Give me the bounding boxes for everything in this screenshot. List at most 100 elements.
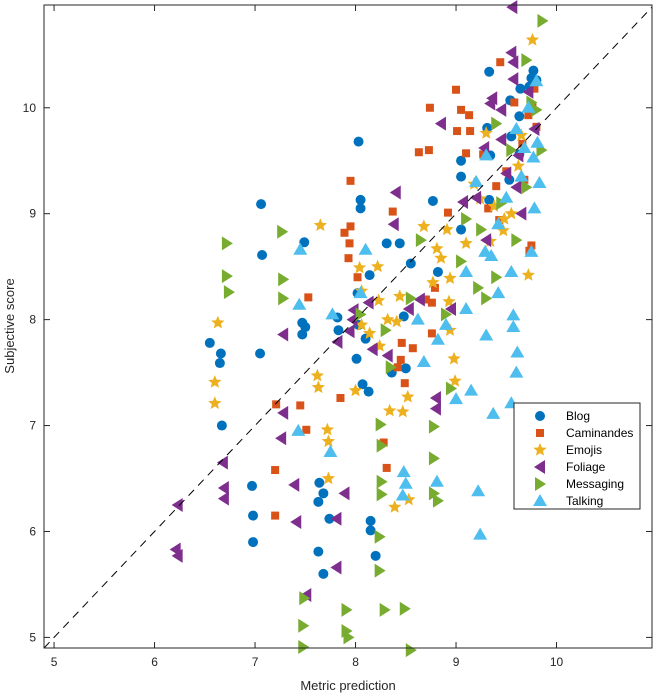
x-tick-label: 10: [550, 655, 564, 669]
data-point-blog: [427, 195, 438, 206]
legend-item-blog: Blog: [535, 409, 590, 423]
legend-marker-talking: [533, 494, 547, 506]
data-point-talking: [532, 175, 547, 188]
data-point-blog: [514, 111, 525, 122]
legend-label: Caminandes: [566, 426, 633, 440]
data-point-messaging: [496, 196, 508, 211]
data-point-talking: [486, 406, 501, 419]
data-point-messaging: [521, 180, 533, 195]
data-point-messaging: [221, 236, 233, 251]
data-point-messaging: [428, 486, 440, 501]
plot-box: [43, 4, 653, 649]
data-point-foliage: [480, 233, 492, 248]
data-point-talking: [510, 345, 525, 358]
data-point-blog: [515, 83, 526, 94]
data-point-messaging: [376, 474, 388, 489]
data-point-messaging: [473, 280, 485, 295]
data-point-emojis: [372, 293, 386, 307]
data-point-foliage: [495, 102, 507, 117]
data-point-blog: [333, 325, 344, 336]
y-tick-label: 10: [23, 101, 37, 115]
data-point-foliage: [381, 348, 393, 363]
x-tick-label: 8: [352, 655, 359, 669]
legend-label: Messaging: [566, 477, 624, 491]
data-point-caminandes: [346, 176, 355, 185]
data-point-caminandes: [271, 466, 280, 475]
data-point-blog: [256, 199, 267, 210]
data-point-messaging: [428, 451, 440, 466]
x-tick-label: 9: [453, 655, 460, 669]
data-point-caminandes: [271, 511, 280, 520]
y-tick-label: 8: [29, 313, 36, 327]
data-point-messaging: [343, 630, 355, 645]
data-point-blog: [363, 386, 374, 397]
data-point-emojis: [396, 404, 410, 418]
data-point-emojis: [417, 219, 431, 233]
axis-ticks: 5 6 7 8 9 10 5 6 7 8 9 10: [23, 5, 652, 669]
data-point-blog: [355, 203, 366, 214]
data-point-foliage: [171, 497, 183, 512]
data-point-blog: [456, 171, 467, 182]
data-point-caminandes: [272, 400, 281, 409]
data-point-blog: [318, 488, 329, 499]
data-point-messaging: [491, 116, 503, 131]
data-point-talking: [459, 264, 474, 277]
data-point-foliage: [500, 166, 512, 181]
data-point-blog: [255, 348, 266, 359]
data-point-emojis: [321, 434, 336, 448]
data-point-caminandes: [427, 329, 436, 338]
legend-marker-caminandes: [536, 429, 544, 437]
data-point-messaging: [379, 602, 391, 617]
data-point-caminandes: [453, 127, 462, 136]
data-point-emojis: [320, 422, 335, 436]
data-point-messaging: [405, 643, 417, 658]
data-point-blog: [353, 136, 364, 147]
data-point-talking: [529, 74, 544, 87]
data-point-foliage: [277, 405, 289, 420]
data-point-foliage: [343, 324, 355, 339]
data-point-messaging: [298, 618, 310, 633]
data-point-emojis: [459, 236, 473, 249]
data-point-blog: [214, 358, 225, 369]
data-point-blog: [299, 237, 310, 248]
legend-marker-blog: [535, 411, 545, 421]
data-point-emojis: [381, 312, 395, 326]
data-point-emojis: [208, 375, 222, 388]
data-point-talking: [509, 365, 524, 378]
legend-label: Talking: [566, 494, 603, 508]
data-point-foliage: [507, 72, 519, 87]
data-point-blog: [324, 513, 335, 524]
data-point-blog: [432, 266, 443, 277]
data-point-foliage: [216, 455, 228, 470]
data-point-messaging: [355, 307, 367, 322]
data-point-foliage: [413, 292, 425, 307]
data-point-foliage: [387, 217, 399, 232]
data-point-caminandes: [382, 463, 391, 472]
data-point-foliage: [510, 180, 522, 195]
data-point-blog: [257, 249, 268, 260]
legend-box: [513, 402, 641, 510]
data-point-emojis: [311, 380, 325, 394]
data-point-emojis: [487, 199, 501, 212]
data-point-messaging: [491, 270, 503, 285]
data-point-messaging: [374, 563, 386, 578]
data-point-caminandes: [397, 338, 406, 347]
data-point-foliage: [217, 481, 229, 496]
data-point-talking: [530, 135, 545, 148]
data-point-foliage: [528, 121, 540, 136]
data-point-caminandes: [396, 355, 405, 364]
data-point-foliage: [362, 295, 374, 310]
data-point-blog: [318, 568, 329, 579]
data-point-messaging: [521, 53, 533, 68]
legend-label: Foliage: [566, 460, 606, 474]
data-point-caminandes: [530, 84, 539, 93]
data-point-messaging: [385, 360, 397, 375]
legend-marker-messaging: [535, 477, 546, 491]
data-point-emojis: [430, 241, 444, 255]
legend: Blog Caminandes Emojis Foliage Messaging Talk…: [513, 402, 641, 510]
data-point-emojis: [362, 326, 377, 339]
data-point-messaging: [405, 291, 417, 306]
data-point-blog: [314, 477, 325, 488]
data-point-blog: [365, 515, 376, 526]
